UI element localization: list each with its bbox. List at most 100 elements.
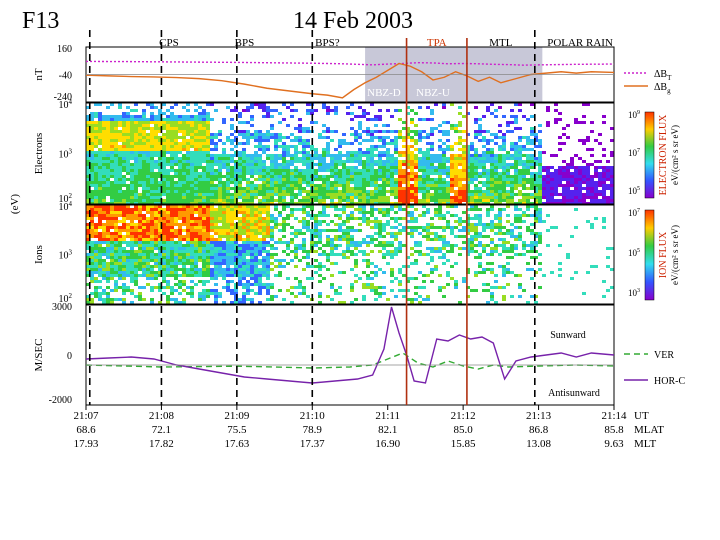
- ion-flux-cell: [206, 211, 210, 214]
- electron-flux-cell: [434, 181, 438, 184]
- ion-flux-cell: [218, 214, 222, 217]
- ion-flux-cell: [418, 241, 422, 244]
- ion-flux-cell: [86, 262, 90, 265]
- ion-flux-cell: [114, 256, 118, 259]
- ion-flux-cell: [294, 229, 298, 232]
- electron-flux-cell: [470, 160, 474, 163]
- electron-flux-cell: [362, 151, 366, 154]
- electron-flux-cell: [178, 202, 182, 204]
- ion-flux-cell: [194, 274, 198, 277]
- electron-flux-cell: [442, 163, 446, 166]
- ion-flux-cell: [150, 286, 154, 289]
- electron-flux-cell: [286, 154, 290, 157]
- electron-flux-cell: [98, 196, 102, 199]
- ion-flux-cell: [166, 223, 170, 226]
- electron-flux-cell: [334, 175, 338, 178]
- electron-flux-cell: [542, 190, 546, 193]
- ion-flux-cell: [190, 208, 194, 211]
- electron-flux-cell: [338, 190, 342, 193]
- ion-flux-cell: [246, 229, 250, 232]
- electron-flux-cell: [370, 166, 374, 169]
- electron-flux-cell: [578, 175, 582, 178]
- electron-flux-cell: [450, 172, 454, 175]
- ion-flux-cell: [266, 244, 270, 247]
- electron-flux-cell: [338, 145, 342, 148]
- electron-flux-cell: [430, 154, 434, 157]
- ion-flux-cell: [330, 241, 334, 244]
- ion-flux-cell: [130, 241, 134, 244]
- electron-flux-cell: [170, 121, 174, 124]
- electron-flux-cell: [322, 169, 326, 172]
- ion-flux-cell: [186, 253, 190, 256]
- ion-flux-cell: [198, 241, 202, 244]
- electron-flux-cell: [198, 172, 202, 175]
- electron-flux-cell: [242, 178, 246, 181]
- electron-flux-cell: [122, 178, 126, 181]
- electron-flux-cell: [422, 118, 426, 121]
- electron-flux-cell: [510, 193, 514, 196]
- electron-flux-cell: [350, 142, 354, 145]
- ion-flux-cell: [174, 211, 178, 214]
- electron-flux-cell: [254, 157, 258, 160]
- electron-flux-cell: [602, 196, 606, 199]
- ion-flux-cell: [334, 253, 338, 256]
- ion-flux-cell: [378, 208, 382, 211]
- ion-flux-cell: [130, 238, 134, 241]
- electron-flux-cell: [198, 142, 202, 145]
- electron-flux-cell: [358, 142, 362, 145]
- electron-flux-cell: [370, 133, 374, 136]
- ion-flux-cell: [298, 244, 302, 247]
- electron-flux-cell: [110, 139, 114, 142]
- electron-flux-cell: [230, 199, 234, 202]
- electron-flux-cell: [534, 145, 538, 148]
- electron-flux-cell: [118, 148, 122, 151]
- electron-flux-cell: [234, 151, 238, 154]
- ion-flux-cell: [382, 229, 386, 232]
- ion-flux-cell: [430, 238, 434, 241]
- ion-flux-cell: [282, 235, 286, 238]
- ion-flux-cell: [102, 229, 106, 232]
- ion-flux-cell: [122, 250, 126, 253]
- electron-flux-cell: [406, 178, 410, 181]
- electron-flux-cell: [266, 139, 270, 142]
- ion-flux-cell: [90, 277, 94, 280]
- electron-flux-cell: [214, 145, 218, 148]
- electron-flux-cell: [322, 187, 326, 190]
- electron-flux-cell: [162, 145, 166, 148]
- electron-flux-cell: [190, 151, 194, 154]
- electron-flux-cell: [454, 166, 458, 169]
- ion-flux-cell: [406, 211, 410, 214]
- electron-flux-cell: [390, 142, 394, 145]
- ion-flux-cell: [270, 244, 274, 247]
- electron-flux-cell: [106, 106, 110, 109]
- electron-flux-cell: [538, 172, 542, 175]
- electron-flux-cell: [166, 196, 170, 199]
- electron-flux-cell: [586, 187, 590, 190]
- electron-flux-cell: [542, 184, 546, 187]
- ion-flux-cell: [478, 208, 482, 211]
- electron-flux-cell: [370, 199, 374, 202]
- ion-flux-cell: [98, 226, 102, 229]
- ion-flux-cell: [330, 253, 334, 256]
- electron-flux-cell: [298, 157, 302, 160]
- electron-flux-cell: [226, 175, 230, 178]
- electron-flux-cell: [174, 196, 178, 199]
- ion-flux-cell: [94, 247, 98, 250]
- electron-flux-cell: [274, 178, 278, 181]
- electron-flux-cell: [290, 184, 294, 187]
- electron-flux-cell: [386, 142, 390, 145]
- ion-flux-cell: [406, 214, 410, 217]
- electron-flux-cell: [162, 181, 166, 184]
- ion-flux-cell: [250, 277, 254, 280]
- electron-flux-cell: [474, 154, 478, 157]
- ion-flux-cell: [150, 301, 154, 304]
- electron-flux-cell: [430, 181, 434, 184]
- electron-flux-cell: [278, 166, 282, 169]
- electron-flux-cell: [434, 184, 438, 187]
- ion-flux-cell: [246, 250, 250, 253]
- ion-flux-cell: [418, 301, 422, 304]
- ion-flux-cell: [466, 217, 470, 220]
- ion-flux-cell: [158, 268, 162, 271]
- electron-flux-cell: [478, 130, 482, 133]
- electron-flux-cell: [190, 121, 194, 124]
